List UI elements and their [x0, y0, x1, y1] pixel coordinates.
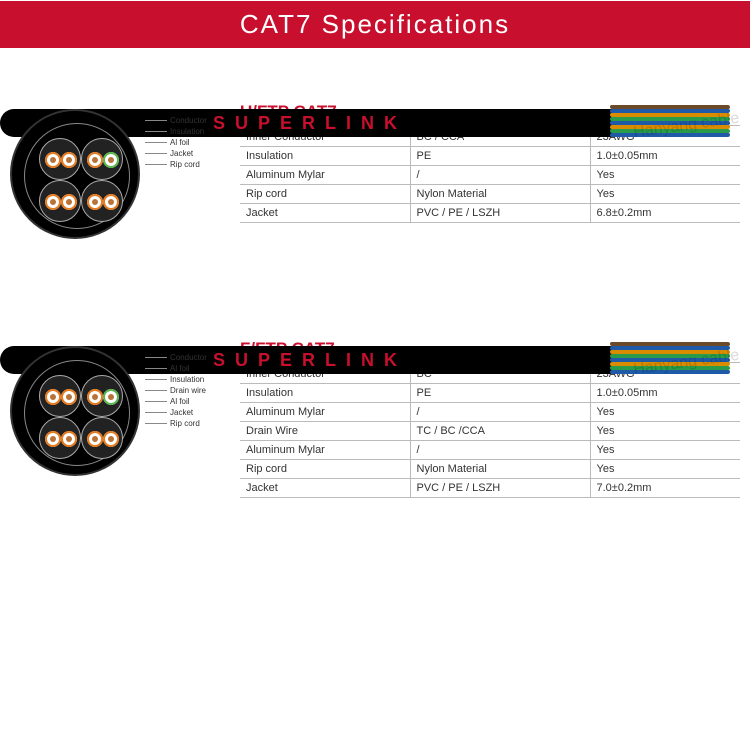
table-cell: PVC / PE / LSZH: [410, 479, 590, 498]
table-cell: 1.0±0.05mm: [590, 147, 740, 166]
diagram-label-text: Rip cord: [170, 419, 200, 428]
table-cell: Insulation: [240, 147, 410, 166]
table-cell: 7.0±0.2mm: [590, 479, 740, 498]
diagram-label-text: Al foil: [170, 364, 190, 373]
cable-cross-section: [10, 109, 140, 239]
table-cell: Rip cord: [240, 460, 410, 479]
diagram-label: Jacket: [145, 149, 207, 158]
table-cell: TC / BC /CCA: [410, 422, 590, 441]
table-cell: Rip cord: [240, 185, 410, 204]
table-row: Aluminum Mylar/Yes: [240, 441, 740, 460]
table-cell: PVC / PE / LSZH: [410, 204, 590, 223]
table-cell: /: [410, 403, 590, 422]
diagram-label: Insulation: [145, 375, 207, 384]
table-cell: Aluminum Mylar: [240, 166, 410, 185]
diagram-label: Al foil: [145, 138, 207, 147]
table-cell: Drain Wire: [240, 422, 410, 441]
diagram-label-text: Rip cord: [170, 160, 200, 169]
table-cell: Yes: [590, 185, 740, 204]
table-cell: Yes: [590, 441, 740, 460]
table-cell: Jacket: [240, 479, 410, 498]
table-cell: 6.8±0.2mm: [590, 204, 740, 223]
cable-cross-section: [10, 346, 140, 476]
table-cell: Jacket: [240, 204, 410, 223]
table-row: Rip cordNylon MaterialYes: [240, 460, 740, 479]
diagram-label: Al foil: [145, 397, 207, 406]
diagram-label: Conductor: [145, 116, 207, 125]
table-cell: Yes: [590, 460, 740, 479]
cable-illustration: SUPERLINKHanyang cableConductorInsulatio…: [0, 99, 750, 279]
page-header: CAT7 Specifications: [0, 0, 750, 49]
diagram-label-text: Conductor: [170, 116, 207, 125]
table-cell: Nylon Material: [410, 185, 590, 204]
table-row: JacketPVC / PE / LSZH7.0±0.2mm: [240, 479, 740, 498]
table-cell: Aluminum Mylar: [240, 403, 410, 422]
diagram-label-text: Drain wire: [170, 386, 206, 395]
table-cell: Yes: [590, 422, 740, 441]
table-cell: /: [410, 441, 590, 460]
diagram-label: Conductor: [145, 353, 207, 362]
diagram-label-text: Insulation: [170, 375, 204, 384]
diagram-label: Drain wire: [145, 386, 207, 395]
table-row: Aluminum Mylar/Yes: [240, 166, 740, 185]
diagram-labels: Conductor Insulation Al foil Jacket Rip cord: [145, 114, 207, 171]
cable-brand-text: SUPERLINK: [213, 350, 407, 371]
diagram-label-text: Al foil: [170, 397, 190, 406]
diagram-label-text: Jacket: [170, 408, 193, 417]
table-cell: PE: [410, 147, 590, 166]
table-row: InsulationPE1.0±0.05mm: [240, 147, 740, 166]
cable-diagram: Conductor Al foil Insulation Drain wire Al f…: [10, 336, 230, 506]
diagram-label: Rip cord: [145, 419, 207, 428]
table-row: Drain WireTC / BC /CCAYes: [240, 422, 740, 441]
table-cell: Aluminum Mylar: [240, 441, 410, 460]
table-row: Rip cordNylon MaterialYes: [240, 185, 740, 204]
table-cell: Yes: [590, 166, 740, 185]
table-row: Aluminum Mylar/Yes: [240, 403, 740, 422]
cable-diagram: Conductor Insulation Al foil Jacket Rip cord: [10, 99, 230, 269]
header-title: CAT7 Specifications: [240, 9, 510, 39]
table-row: JacketPVC / PE / LSZH6.8±0.2mm: [240, 204, 740, 223]
diagram-label-text: Al foil: [170, 138, 190, 147]
diagram-label-text: Conductor: [170, 353, 207, 362]
diagram-label-text: Insulation: [170, 127, 204, 136]
table-cell: /: [410, 166, 590, 185]
table-cell: Yes: [590, 403, 740, 422]
cable-brand-text: SUPERLINK: [213, 113, 407, 134]
cable-illustration: SUPERLINKHanyang cableConductorAl foilIn…: [0, 336, 750, 516]
diagram-labels: Conductor Al foil Insulation Drain wire Al f…: [145, 351, 207, 430]
table-cell: PE: [410, 384, 590, 403]
diagram-label-text: Jacket: [170, 149, 193, 158]
table-cell: Insulation: [240, 384, 410, 403]
table-cell: Nylon Material: [410, 460, 590, 479]
diagram-label: Al foil: [145, 364, 207, 373]
diagram-label: Jacket: [145, 408, 207, 417]
table-cell: 1.0±0.05mm: [590, 384, 740, 403]
diagram-label: Rip cord: [145, 160, 207, 169]
table-row: InsulationPE1.0±0.05mm: [240, 384, 740, 403]
diagram-label: Insulation: [145, 127, 207, 136]
